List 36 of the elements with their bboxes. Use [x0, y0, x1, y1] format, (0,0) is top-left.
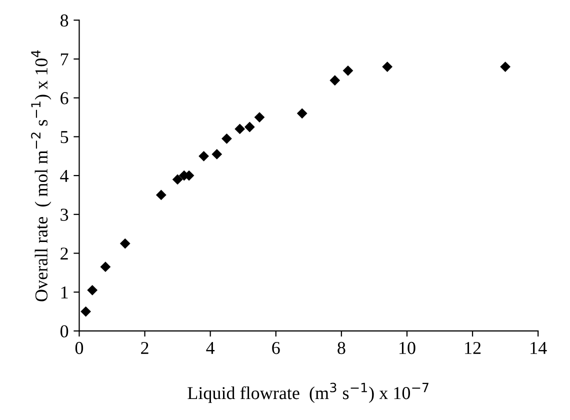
- point: [234, 124, 246, 134]
- y-tick-label: 5: [60, 131, 68, 144]
- point: [100, 262, 111, 272]
- y-tick-label: 8: [60, 14, 68, 27]
- x-tick-label: 4: [206, 342, 215, 354]
- point: [382, 62, 393, 72]
- y-tick-label: 7: [60, 53, 68, 66]
- x-tick-label: 6: [272, 342, 280, 354]
- point: [156, 190, 166, 200]
- x-axis-title: Liquid flowrate (m$^{3}$ s$^{−1}$) x 10$^{−7}$: [188, 382, 428, 403]
- y-axis-title: Overall rate ( mol m$^{−2}$ s$^{−1}$) x 10$^{4}$: [31, 50, 52, 302]
- x-tick-label: 12: [465, 342, 481, 354]
- y-tick-label: 4: [60, 170, 69, 182]
- point: [500, 62, 510, 72]
- point: [222, 133, 232, 144]
- point: [254, 112, 265, 122]
- point: [120, 238, 130, 249]
- point: [296, 108, 308, 119]
- x-tick-label: 8: [338, 342, 346, 354]
- point: [87, 284, 98, 296]
- point: [198, 150, 209, 162]
- point: [212, 148, 222, 160]
- point: [244, 122, 255, 132]
- point: [172, 174, 183, 185]
- x-tick-label: 10: [400, 342, 416, 354]
- x-tick-label: 0: [75, 342, 84, 354]
- point: [330, 75, 340, 86]
- y-tick-label: 3: [60, 208, 68, 221]
- point: [342, 65, 354, 76]
- y-tick-label: 1: [61, 286, 68, 298]
- x-tick-label: 14: [530, 342, 547, 354]
- y-tick-label: 0: [60, 325, 68, 338]
- point: [80, 306, 91, 317]
- y-tick-label: 6: [60, 92, 68, 104]
- y-tick-label: 2: [60, 248, 68, 260]
- x-tick-label: 2: [141, 342, 148, 354]
